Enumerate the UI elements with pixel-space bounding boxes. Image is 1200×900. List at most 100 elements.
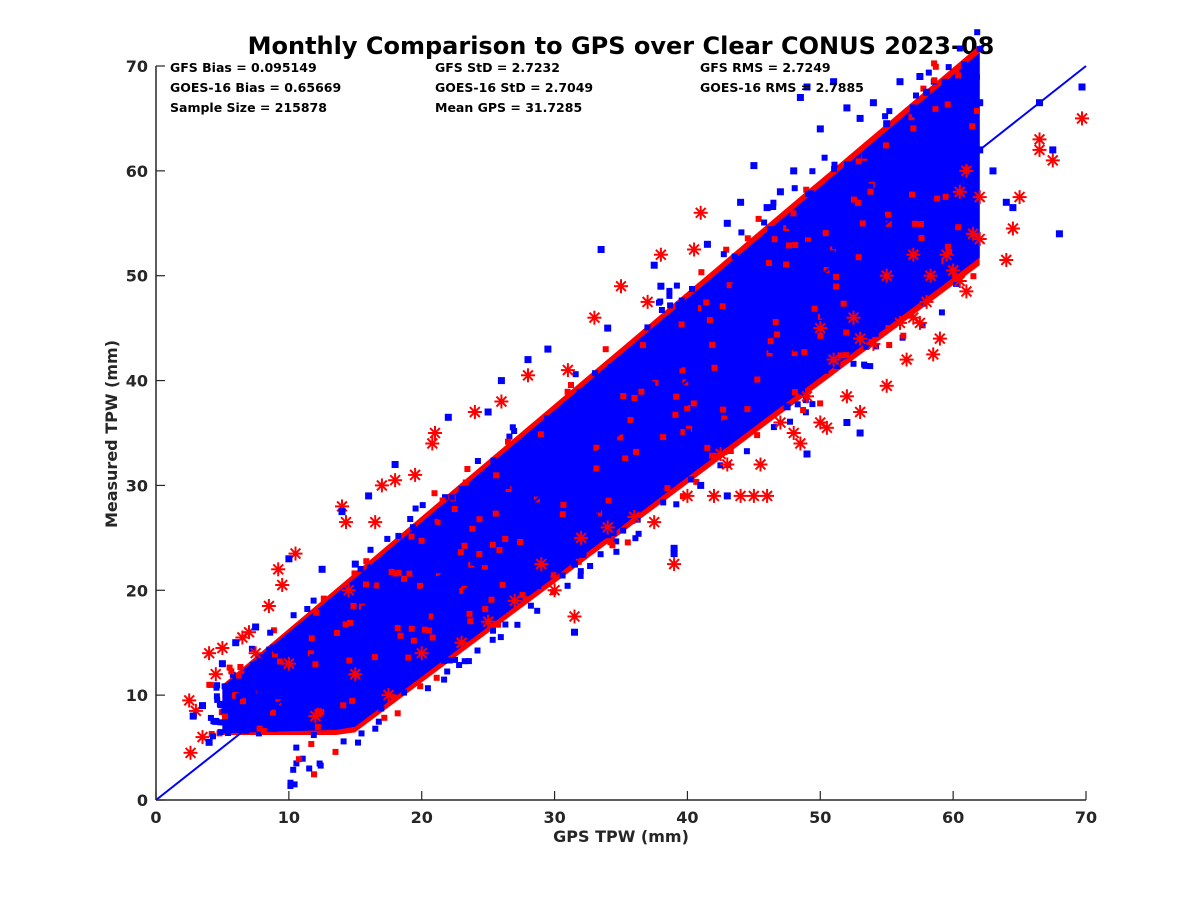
cloud-texture-mark	[928, 190, 935, 197]
cloud-texture-mark	[508, 479, 515, 486]
cloud-texture-mark	[652, 442, 659, 449]
cloud-texture-mark	[806, 248, 813, 255]
cloud-texture-mark	[387, 659, 394, 666]
cloud-texture-mark	[226, 664, 233, 671]
cloud-texture-mark	[260, 703, 267, 710]
cloud-texture-mark	[801, 349, 808, 356]
cloud-texture-mark	[753, 348, 760, 355]
cloud-texture-mark	[334, 630, 340, 636]
cloud-texture-mark	[373, 692, 380, 699]
cloud-texture-mark	[803, 186, 810, 193]
cloud-texture-mark	[824, 296, 831, 303]
scatter-point	[454, 635, 469, 650]
cloud-texture-mark	[853, 174, 860, 181]
scatter-point	[444, 413, 452, 421]
cloud-texture-mark	[282, 665, 289, 672]
scatter-point	[318, 565, 326, 573]
cloud-texture-mark	[658, 400, 665, 406]
cloud-texture-mark	[543, 466, 550, 473]
cloud-texture-mark	[639, 502, 646, 509]
scatter-point	[879, 268, 894, 283]
scatter-point	[285, 555, 293, 563]
cloud-texture-mark	[603, 433, 610, 440]
scatter-point	[737, 198, 745, 206]
cloud-texture-mark	[381, 714, 388, 721]
cloud-texture-mark	[332, 748, 339, 755]
cloud-texture-mark	[537, 431, 544, 438]
cloud-texture-mark	[675, 301, 682, 308]
cloud-texture-mark	[295, 756, 302, 763]
cloud-texture-mark	[513, 510, 520, 517]
cloud-texture-mark	[832, 199, 839, 206]
stat-annotation: GOES-16 StD = 2.7049	[435, 80, 593, 95]
cloud-texture-mark	[595, 499, 602, 506]
cloud-texture-mark	[974, 107, 980, 114]
cloud-texture-mark	[686, 359, 693, 366]
cloud-texture-mark	[544, 569, 551, 576]
cloud-texture-mark	[441, 555, 448, 562]
cloud-texture-mark	[673, 393, 680, 400]
scatter-point	[916, 73, 924, 80]
cloud-texture-mark	[446, 657, 453, 664]
cloud-texture-mark	[855, 199, 862, 206]
cloud-texture-mark	[445, 621, 452, 628]
cloud-texture-mark	[831, 161, 838, 168]
x-tick-label: 20	[411, 808, 433, 827]
cloud-texture-mark	[502, 621, 509, 628]
cloud-texture-mark	[723, 389, 730, 396]
cloud-texture-mark	[270, 627, 277, 634]
cloud-texture-mark	[250, 661, 257, 668]
cloud-texture-mark	[536, 455, 543, 462]
scatter-point	[381, 688, 396, 703]
cloud-texture-mark	[888, 158, 895, 165]
cloud-texture-mark	[286, 717, 292, 724]
cloud-texture-mark	[803, 272, 810, 278]
cloud-texture-mark	[830, 246, 837, 253]
cloud-texture-mark	[457, 497, 464, 504]
cloud-texture-mark	[542, 523, 549, 530]
cloud-texture-mark	[597, 551, 604, 558]
cloud-texture-mark	[766, 300, 773, 307]
scatter-point	[846, 310, 861, 325]
cloud-texture-mark	[250, 698, 257, 705]
cloud-texture-mark	[727, 358, 734, 365]
cloud-texture-mark	[850, 360, 857, 367]
scatter-point	[653, 247, 668, 262]
y-tick-label: 40	[126, 372, 148, 391]
cloud-texture-mark	[719, 383, 725, 390]
cloud-texture-mark	[351, 570, 358, 577]
cloud-texture-mark	[744, 235, 751, 242]
cloud-texture-mark	[444, 533, 451, 539]
cloud-texture-mark	[543, 484, 550, 491]
scatter-point	[232, 639, 240, 647]
cloud-texture-mark	[794, 313, 801, 320]
y-axis-label: Measured TPW (mm)	[102, 340, 121, 528]
cloud-texture-mark	[701, 305, 707, 312]
scatter-point	[939, 247, 954, 262]
cloud-texture-mark	[481, 544, 488, 551]
cloud-texture-mark	[293, 760, 300, 767]
cloud-texture-mark	[334, 708, 341, 714]
scatter-point	[571, 628, 578, 636]
cloud-texture-mark	[624, 539, 631, 546]
scatter-point	[507, 593, 522, 608]
cloud-texture-mark	[553, 541, 560, 548]
cloud-texture-mark	[566, 417, 573, 424]
cloud-texture-mark	[941, 78, 948, 85]
cloud-texture-mark	[941, 268, 948, 275]
cloud-texture-mark	[474, 528, 481, 535]
cloud-texture-mark	[489, 636, 496, 643]
cloud-texture-mark	[457, 549, 464, 556]
cloud-texture-mark	[554, 537, 561, 544]
cloud-texture-mark	[625, 434, 632, 441]
cloud-texture-mark	[944, 101, 951, 108]
cloud-texture-mark	[882, 310, 889, 317]
cloud-texture-mark	[874, 219, 881, 225]
cloud-texture-mark	[798, 385, 805, 391]
cloud-texture-mark	[831, 166, 838, 172]
cloud-texture-mark	[945, 115, 952, 122]
cloud-texture-mark	[363, 558, 370, 565]
cloud-texture-mark	[593, 465, 600, 472]
cloud-texture-mark	[378, 671, 385, 678]
